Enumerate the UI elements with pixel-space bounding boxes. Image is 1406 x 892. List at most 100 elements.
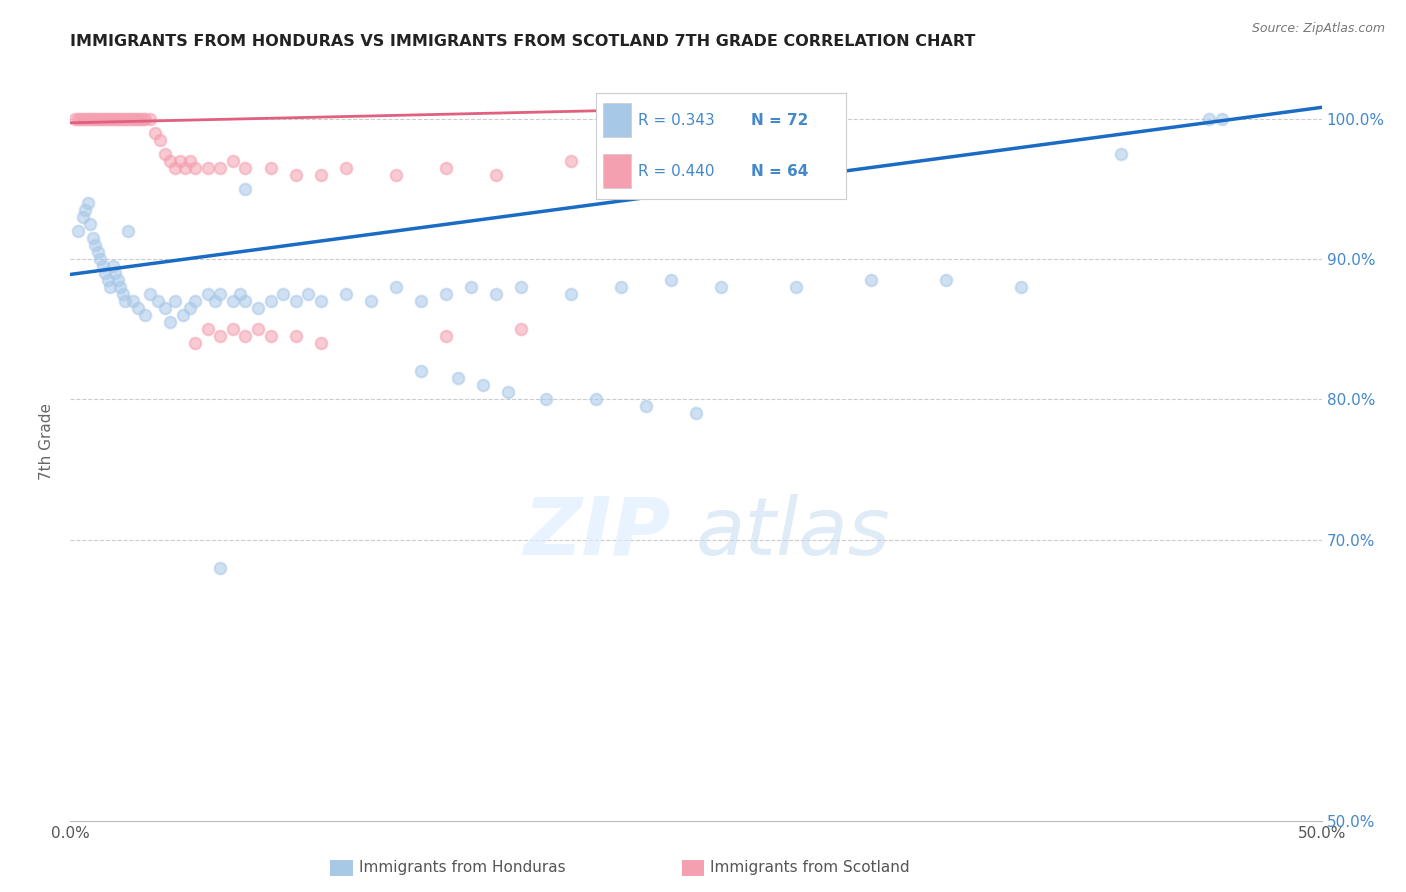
Point: [111, 112, 134, 126]
Point: [560, 153, 582, 168]
Point: [111, 287, 134, 301]
Point: [117, 112, 139, 126]
Text: IMMIGRANTS FROM HONDURAS VS IMMIGRANTS FROM SCOTLAND 7TH GRADE CORRELATION CHART: IMMIGRANTS FROM HONDURAS VS IMMIGRANTS F…: [70, 34, 976, 49]
Point: [114, 112, 136, 126]
Point: [117, 224, 139, 238]
Point: [87, 245, 110, 260]
Point: [91, 259, 114, 273]
Point: [229, 287, 252, 301]
Point: [104, 266, 127, 280]
Point: [127, 301, 149, 315]
Point: [69, 112, 91, 126]
Point: [935, 273, 957, 287]
Point: [98, 280, 121, 294]
Text: Immigrants from Honduras: Immigrants from Honduras: [359, 861, 565, 875]
Point: [235, 329, 257, 343]
Point: [384, 280, 406, 294]
Point: [101, 259, 124, 273]
Point: [79, 112, 101, 126]
Point: [610, 280, 633, 294]
Point: [309, 168, 332, 182]
Point: [82, 112, 104, 126]
Point: [184, 161, 207, 175]
Point: [76, 195, 98, 210]
Text: atlas: atlas: [696, 493, 891, 572]
Y-axis label: 7th Grade: 7th Grade: [39, 403, 55, 480]
Point: [259, 294, 281, 309]
Point: [179, 153, 201, 168]
Point: [184, 336, 207, 351]
Point: [335, 161, 357, 175]
Point: [284, 294, 307, 309]
Point: [685, 407, 707, 421]
Point: [101, 112, 124, 126]
Point: [120, 112, 142, 126]
Point: [259, 329, 281, 343]
Point: [184, 294, 207, 309]
Point: [159, 153, 181, 168]
Point: [179, 301, 201, 315]
Point: [66, 112, 89, 126]
Point: [710, 146, 733, 161]
Point: [222, 153, 245, 168]
Point: [149, 133, 172, 147]
Point: [84, 112, 107, 126]
Point: [384, 168, 406, 182]
Point: [89, 252, 111, 266]
Point: [585, 392, 607, 407]
Point: [76, 112, 98, 126]
Point: [197, 287, 219, 301]
Point: [1211, 112, 1233, 126]
Point: [146, 294, 169, 309]
Point: [1198, 112, 1220, 126]
Point: [174, 161, 197, 175]
Point: [472, 378, 495, 392]
Point: [84, 238, 107, 252]
Point: [107, 112, 129, 126]
Point: [139, 112, 162, 126]
Point: [155, 301, 177, 315]
Point: [434, 161, 457, 175]
Point: [247, 322, 270, 336]
Text: Immigrants from Scotland: Immigrants from Scotland: [710, 861, 910, 875]
Point: [159, 315, 181, 329]
Point: [509, 322, 531, 336]
Point: [97, 273, 120, 287]
Point: [98, 112, 121, 126]
Point: [409, 364, 432, 378]
Point: [634, 400, 657, 414]
Point: [134, 308, 156, 322]
Point: [560, 287, 582, 301]
Text: Source: ZipAtlas.com: Source: ZipAtlas.com: [1251, 22, 1385, 36]
Point: [434, 329, 457, 343]
Point: [89, 112, 111, 126]
Point: [271, 287, 294, 301]
Point: [284, 329, 307, 343]
Point: [409, 294, 432, 309]
Point: [1010, 280, 1032, 294]
Point: [710, 280, 733, 294]
Point: [134, 112, 156, 126]
Point: [509, 280, 531, 294]
Point: [284, 168, 307, 182]
Point: [145, 126, 167, 140]
Point: [66, 224, 89, 238]
Point: [72, 210, 94, 224]
Point: [434, 287, 457, 301]
Point: [139, 287, 162, 301]
Point: [121, 294, 145, 309]
Point: [110, 280, 132, 294]
Point: [79, 217, 101, 231]
Point: [1111, 146, 1133, 161]
Point: [222, 322, 245, 336]
Point: [72, 112, 94, 126]
Point: [498, 385, 520, 400]
Point: [485, 287, 508, 301]
Point: [97, 112, 120, 126]
Point: [209, 329, 232, 343]
Point: [197, 322, 219, 336]
Point: [259, 161, 281, 175]
Point: [172, 308, 194, 322]
Point: [235, 294, 257, 309]
Point: [204, 294, 226, 309]
